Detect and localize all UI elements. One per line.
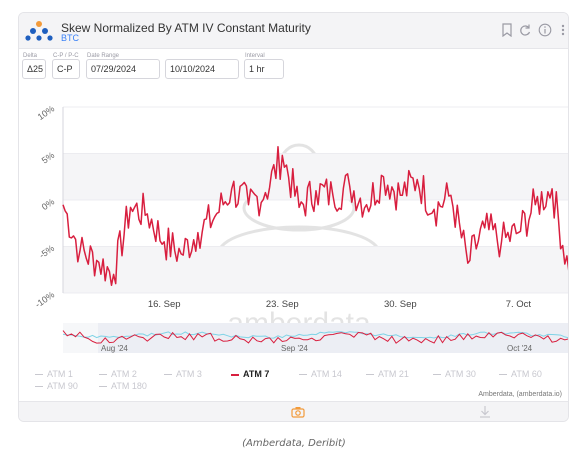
legend-label: ATM 2 xyxy=(111,369,137,379)
navigator-label: Sep '24 xyxy=(281,344,308,353)
cp-select[interactable]: C-P xyxy=(52,59,80,79)
chart-controls: Delta Δ25 C-P / P-C C-P Date Range 07/29… xyxy=(19,53,568,87)
legend-label: ATM 3 xyxy=(176,369,202,379)
y-tick-label: 0% xyxy=(40,196,56,212)
navigator-labels: Aug '24 Sep '24 Oct '24 xyxy=(101,344,533,353)
y-tick-label: -10% xyxy=(33,289,56,309)
date-range-label: Date Range xyxy=(87,53,120,59)
delta-label: Delta xyxy=(23,53,38,59)
legend-label: ATM 1 xyxy=(47,369,73,379)
end-date-input[interactable]: 10/10/2024 xyxy=(165,59,239,79)
chart-header: Skew Normalized By ATM IV Constant Matur… xyxy=(19,13,568,49)
legend-item-atm-3[interactable]: ATM 3 xyxy=(164,369,202,379)
interval-select[interactable]: 1 hr xyxy=(244,59,284,79)
legend-item-atm-30[interactable]: ATM 30 xyxy=(433,369,476,379)
grid-band xyxy=(63,246,568,293)
bookmark-icon[interactable] xyxy=(499,23,515,39)
legend-dash xyxy=(164,374,172,376)
legend-label: ATM 14 xyxy=(311,369,342,379)
navigator-line xyxy=(62,330,568,344)
legend-dash xyxy=(35,374,43,376)
camera-icon[interactable] xyxy=(291,406,305,418)
x-axis: 16. Sep 23. Sep 30. Sep 7. Oct xyxy=(148,299,532,310)
refresh-icon[interactable] xyxy=(517,23,533,39)
legend-dash xyxy=(99,374,107,376)
legend-item-atm-21[interactable]: ATM 21 xyxy=(366,369,409,379)
legend-label: ATM 21 xyxy=(378,369,409,379)
info-icon[interactable] xyxy=(537,23,553,39)
legend-item-atm-2[interactable]: ATM 2 xyxy=(99,369,137,379)
legend-label: ATM 90 xyxy=(47,381,78,391)
chart-credit[interactable]: Amberdata, (amberdata.io) xyxy=(478,391,562,398)
legend-item-atm-1[interactable]: ATM 1 xyxy=(35,369,73,379)
legend-item-atm-14[interactable]: ATM 14 xyxy=(299,369,342,379)
legend-label: ATM 7 xyxy=(243,369,270,379)
legend-dash xyxy=(499,374,507,376)
interval-label: Interval xyxy=(245,53,265,59)
cp-label: C-P / P-C xyxy=(53,53,79,59)
image-caption: (Amberdata, Deribit) xyxy=(242,438,346,449)
chart-footer xyxy=(19,401,568,421)
y-tick-label: 10% xyxy=(36,103,56,122)
legend-dash xyxy=(35,386,43,388)
legend-dash xyxy=(99,386,107,388)
grid xyxy=(63,106,568,294)
legend-dash xyxy=(366,374,374,376)
y-tick-label: -5% xyxy=(37,243,56,260)
legend-item-atm-60[interactable]: ATM 60 xyxy=(499,369,542,379)
legend-label: ATM 180 xyxy=(111,381,147,391)
x-tick-label: 30. Sep xyxy=(384,299,417,310)
legend: ATM 1 ATM 2 ATM 3 ATM 7 ATM 14 ATM 21 AT… xyxy=(19,365,568,399)
navigator[interactable]: Aug '24 Sep '24 Oct '24 xyxy=(62,323,569,353)
y-axis: 10% 5% 0% -5% -10% xyxy=(33,103,64,310)
amberdata-logo-icon xyxy=(25,21,53,41)
chart-title: Skew Normalized By ATM IV Constant Matur… xyxy=(61,21,311,35)
legend-item-atm-7[interactable]: ATM 7 xyxy=(231,369,269,379)
start-date-input[interactable]: 07/29/2024 xyxy=(86,59,160,79)
legend-dash xyxy=(299,374,307,376)
download-icon[interactable] xyxy=(479,405,491,418)
chart-card: Skew Normalized By ATM IV Constant Matur… xyxy=(18,12,569,422)
series-line-atm7 xyxy=(62,146,568,287)
legend-dash xyxy=(433,374,441,376)
legend-dash xyxy=(231,373,239,376)
x-tick-label: 7. Oct xyxy=(506,299,532,310)
legend-item-atm-90[interactable]: ATM 90 xyxy=(35,381,78,391)
legend-item-atm-180[interactable]: ATM 180 xyxy=(99,381,147,391)
chart-subtitle: BTC xyxy=(61,33,79,43)
legend-label: ATM 30 xyxy=(445,369,476,379)
delta-select[interactable]: Δ25 xyxy=(22,59,46,79)
navigator-label: Aug '24 xyxy=(101,344,128,353)
navigator-label: Oct '24 xyxy=(507,344,533,353)
x-tick-label: 16. Sep xyxy=(148,299,181,310)
x-tick-label: 23. Sep xyxy=(266,299,299,310)
more-icon[interactable] xyxy=(555,23,568,39)
y-tick-label: 5% xyxy=(40,150,56,166)
navigator-compare-line xyxy=(62,331,568,339)
legend-label: ATM 60 xyxy=(511,369,542,379)
